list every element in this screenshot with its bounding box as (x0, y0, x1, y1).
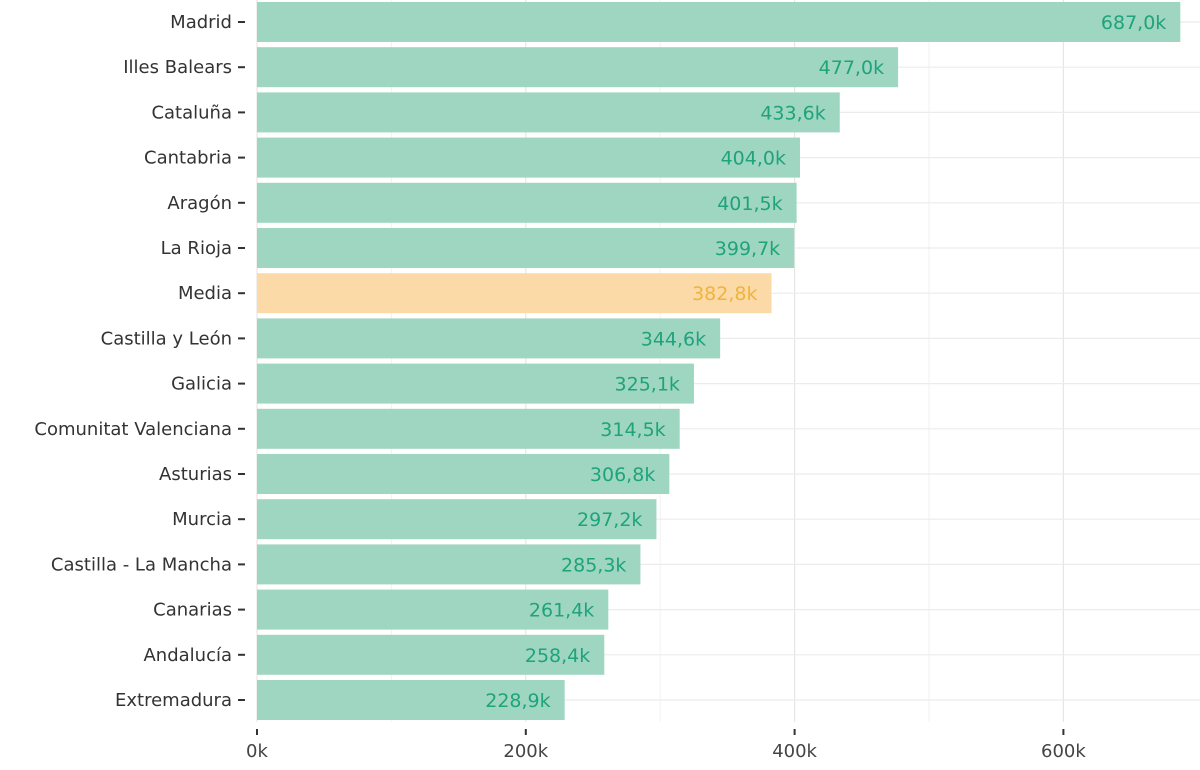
category-label: Cantabria (144, 148, 232, 169)
category-label: Galicia (171, 374, 232, 395)
category-label: Castilla - La Mancha (51, 554, 232, 575)
category-label: Murcia (172, 509, 232, 530)
x-tick-label: 0k (246, 741, 268, 762)
category-label: Cataluña (151, 102, 232, 123)
category-label: Aragón (167, 193, 232, 214)
category-label: Asturias (159, 464, 232, 485)
data-label: 399,7k (715, 238, 780, 260)
category-label: Madrid (170, 12, 232, 33)
bar (257, 137, 800, 178)
bar (257, 47, 899, 88)
data-label: 401,5k (717, 193, 782, 215)
bar-media (257, 273, 772, 314)
data-label: 687,0k (1101, 12, 1166, 34)
x-tick-label: 400k (772, 741, 817, 762)
bar (257, 634, 605, 675)
data-label: 297,2k (577, 509, 642, 531)
category-label: Extremadura (115, 690, 232, 711)
bar (257, 454, 670, 494)
category-label: Comunitat Valenciana (34, 419, 232, 440)
category-label: Illes Balears (123, 57, 232, 78)
category-label: La Rioja (161, 238, 232, 259)
data-label: 325,1k (615, 374, 680, 396)
category-label: Castilla y León (101, 328, 232, 349)
data-label: 258,4k (525, 645, 590, 667)
bar (257, 182, 797, 223)
data-label: 306,8k (590, 464, 655, 486)
bar (257, 589, 609, 630)
bar (257, 363, 694, 404)
data-label: 261,4k (529, 600, 594, 622)
bar (257, 228, 795, 268)
category-label: Canarias (153, 600, 232, 621)
data-label: 285,3k (561, 554, 626, 576)
bar (257, 408, 680, 449)
bar (257, 544, 641, 585)
category-label: Andalucía (143, 645, 232, 666)
data-label: 228,9k (485, 690, 550, 712)
x-tick-label: 600k (1041, 741, 1086, 762)
data-label: 382,8k (692, 283, 757, 305)
data-label: 344,6k (641, 328, 706, 350)
bar (257, 499, 657, 540)
x-tick-label: 200k (503, 741, 548, 762)
data-label: 433,6k (760, 102, 825, 124)
data-label: 404,0k (721, 148, 786, 170)
category-label: Media (178, 283, 232, 304)
bar (257, 2, 1181, 42)
data-label: 477,0k (819, 57, 884, 79)
bar (257, 92, 840, 133)
bar (257, 680, 565, 720)
data-label: 314,5k (600, 419, 665, 441)
bar (257, 318, 721, 359)
